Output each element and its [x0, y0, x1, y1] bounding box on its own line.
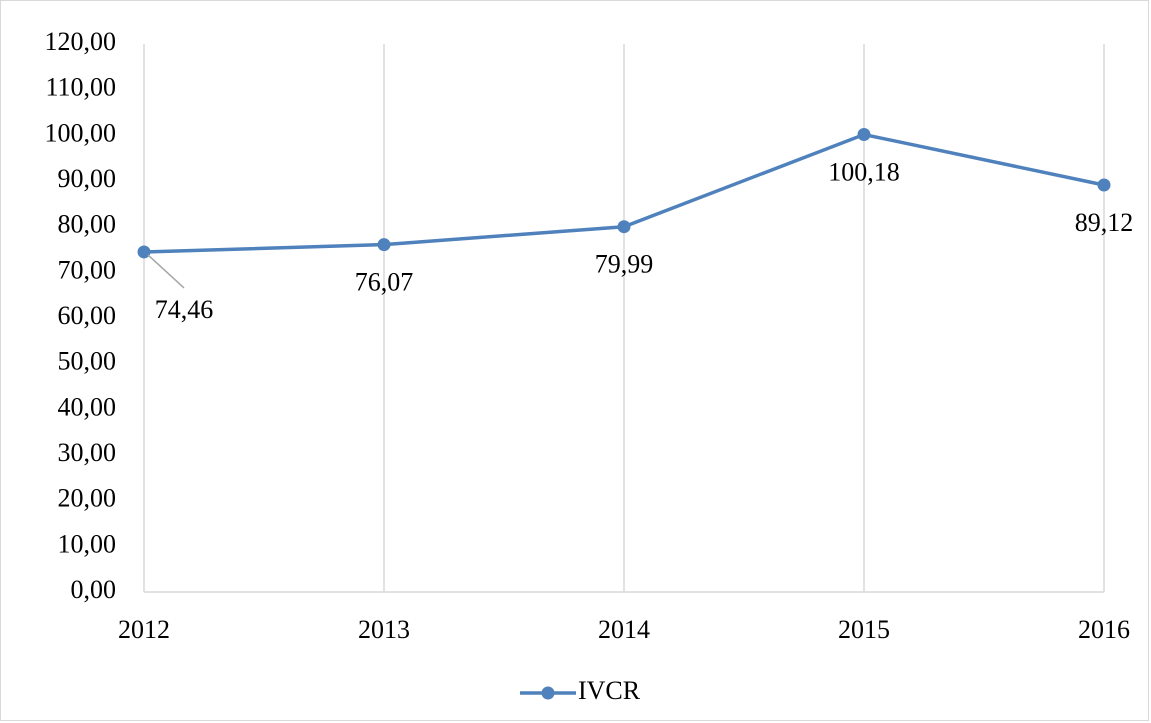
data-label: 89,12 — [1075, 208, 1134, 237]
y-tick-label: 20,00 — [58, 484, 117, 513]
leader-line — [147, 254, 185, 289]
y-tick-label: 60,00 — [58, 301, 117, 330]
y-tick-label: 50,00 — [58, 347, 117, 376]
y-tick-label: 0,00 — [71, 575, 117, 604]
y-tick-label: 110,00 — [45, 73, 116, 102]
point — [377, 238, 391, 252]
point — [617, 220, 631, 234]
legend-label: IVCR — [578, 676, 641, 705]
y-tick-label: 120,00 — [45, 27, 117, 56]
x-tick-label: 2013 — [358, 615, 410, 644]
y-tick-label: 10,00 — [58, 529, 117, 558]
x-tick-label: 2015 — [838, 615, 890, 644]
data-label: 79,99 — [595, 250, 654, 279]
point — [857, 128, 871, 142]
x-tick-label: 2012 — [118, 615, 170, 644]
y-tick-label: 40,00 — [58, 392, 117, 421]
x-tick-label: 2014 — [598, 615, 650, 644]
data-label: 74,46 — [155, 295, 214, 324]
y-tick-label: 70,00 — [58, 255, 117, 284]
point — [137, 245, 151, 259]
data-label: 76,07 — [355, 268, 414, 297]
y-tick-label: 30,00 — [58, 438, 117, 467]
y-tick-label: 80,00 — [58, 210, 117, 239]
x-tick-label: 2016 — [1078, 615, 1130, 644]
y-tick-label: 100,00 — [45, 118, 117, 147]
legend-marker — [541, 686, 555, 700]
y-tick-label: 90,00 — [58, 164, 117, 193]
data-label: 100,18 — [828, 157, 900, 186]
point — [1097, 178, 1111, 192]
